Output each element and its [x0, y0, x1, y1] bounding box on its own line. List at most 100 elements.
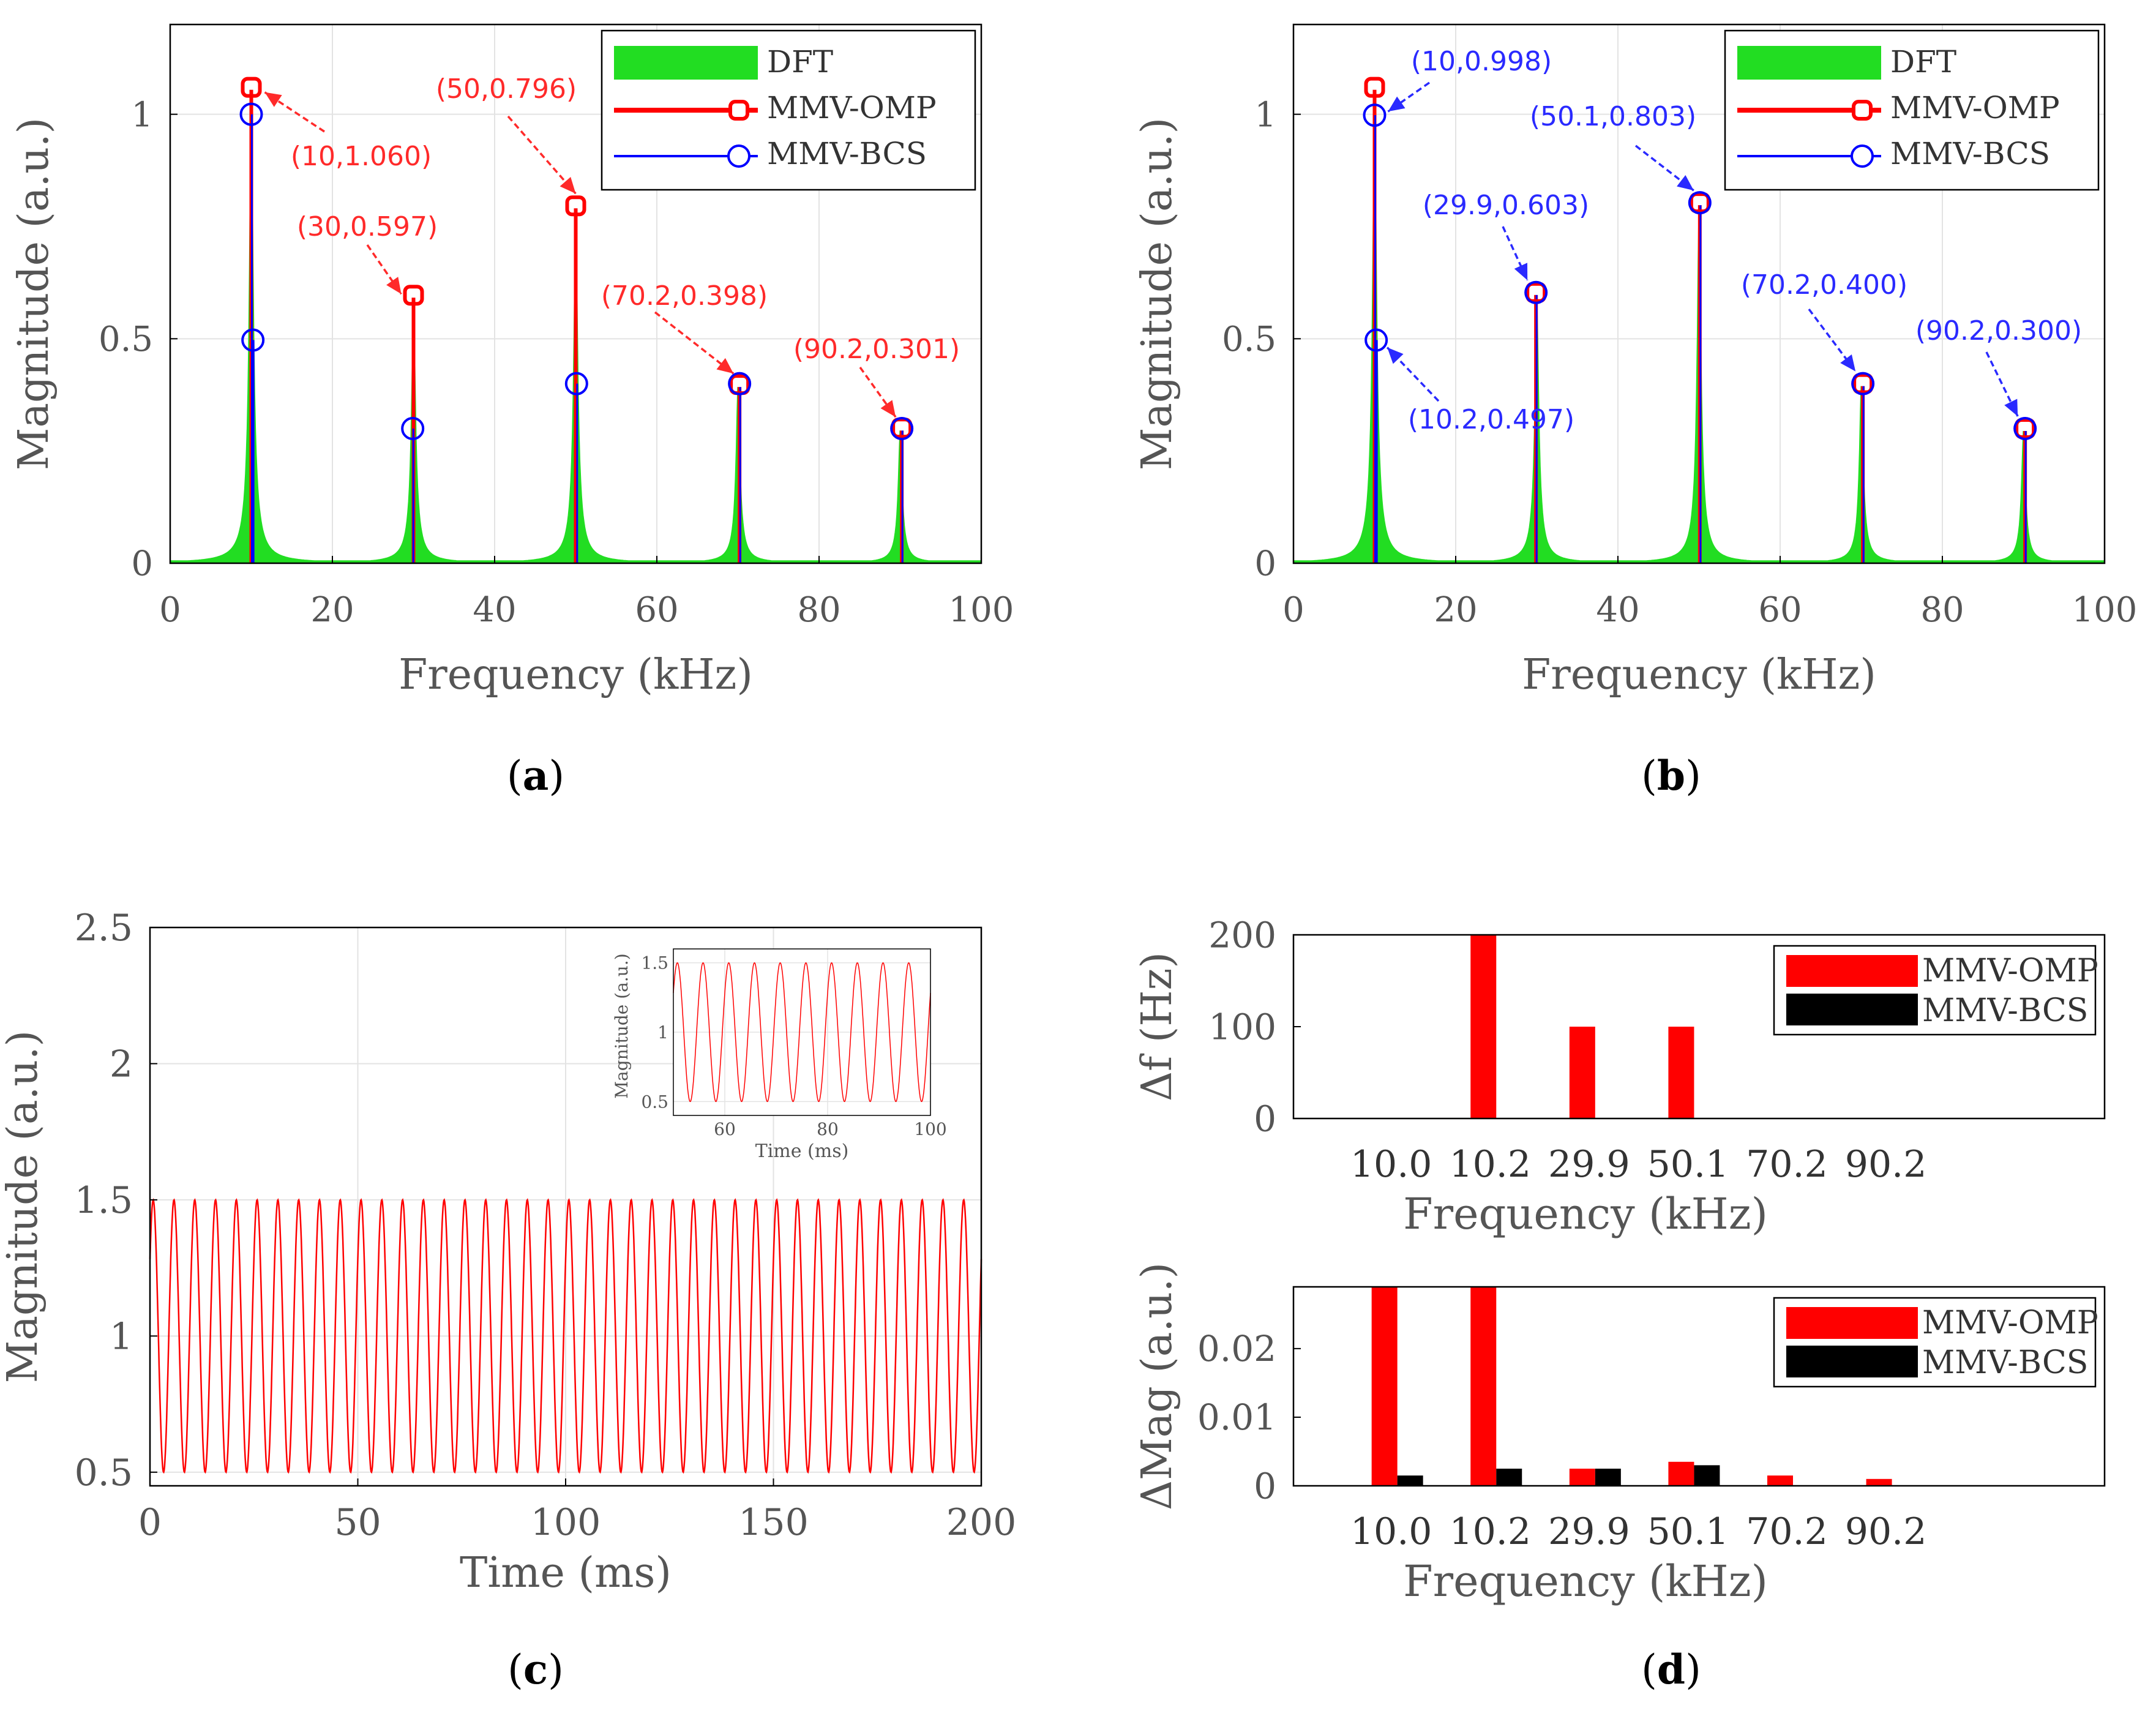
- y-axis-label: Δf (Hz): [1133, 952, 1181, 1101]
- x-tick-label: 90.2: [1845, 1510, 1927, 1553]
- x-tick-label: 40: [1596, 590, 1639, 630]
- annotation-label: (70.2,0.400): [1741, 269, 1907, 301]
- legend-dft-swatch: [1737, 46, 1881, 80]
- legend: DFT MMV-OMP MMV-BCS: [601, 29, 976, 191]
- omp-marker: [2015, 418, 2036, 439]
- legend-bcs-swatch: [1786, 994, 1918, 1025]
- annotation-label: (29.9,0.603): [1423, 190, 1589, 221]
- x-tick-label: 100: [949, 590, 1014, 630]
- x-tick-label: 70.2: [1746, 1510, 1828, 1553]
- bcs-marker: [1524, 280, 1548, 304]
- omp-marker: [241, 77, 262, 98]
- annotation-arrow-head: [264, 92, 282, 107]
- panel-caption-letter: a: [523, 752, 549, 800]
- omp-marker: [403, 285, 424, 306]
- plot-frame: [1292, 1286, 2106, 1487]
- bcs-marker: [728, 372, 752, 395]
- annotation-arrow-head: [560, 176, 576, 194]
- x-tick-label: 70.2: [1746, 1143, 1828, 1186]
- y-tick-label: 100: [1208, 1006, 1276, 1047]
- x-tick-label: 10.0: [1350, 1510, 1432, 1553]
- inset-y-axis-label: Magnitude (a.u.): [612, 953, 632, 1098]
- legend-omp-marker: [1852, 100, 1873, 121]
- annotation-label: (10,0.998): [1411, 46, 1552, 77]
- annotation-arrow-head: [1388, 96, 1406, 112]
- y-axis-label: Magnitude (a.u.): [10, 118, 58, 470]
- x-tick-label: 80: [797, 590, 840, 630]
- y-tick-label: 0.01: [1197, 1396, 1276, 1438]
- legend-dft-swatch: [614, 46, 758, 80]
- omp-bar: [1569, 1468, 1595, 1486]
- time-signal-line: [149, 1198, 983, 1474]
- annotation-arrow-head: [1514, 263, 1528, 280]
- legend-omp-swatch: [1786, 955, 1918, 987]
- legend-label: MMV-OMP: [1890, 90, 2060, 126]
- omp-bar: [1866, 1478, 1892, 1486]
- legend-label: MMV-OMP: [1922, 953, 2098, 989]
- legend-label: DFT: [767, 44, 833, 80]
- inset-x-tick-label: 80: [817, 1119, 839, 1139]
- x-tick-label: 100: [531, 1501, 601, 1544]
- bcs-marker: [890, 417, 914, 440]
- x-tick-label: 200: [946, 1501, 1017, 1544]
- inset-x-tick-label: 60: [714, 1119, 736, 1139]
- bcs-marker: [1688, 191, 1712, 215]
- inset-x-axis-label: Time (ms): [755, 1141, 849, 1162]
- x-tick-label: 29.9: [1548, 1510, 1630, 1553]
- x-axis-label: Time (ms): [460, 1549, 672, 1597]
- x-tick-label: 50.1: [1647, 1510, 1729, 1553]
- annotation-label: (30,0.597): [297, 211, 438, 242]
- bcs-marker: [564, 372, 588, 395]
- y-tick-label: 1: [131, 95, 153, 135]
- x-tick-label: 60: [1758, 590, 1802, 630]
- y-tick-label: 200: [1208, 914, 1276, 956]
- bcs-marker: [2013, 417, 2037, 440]
- legend-label: MMV-OMP: [767, 90, 937, 126]
- annotations-a: (10,1.060) (50,0.796) (30,0.597) (70.2,0.39…: [264, 73, 960, 418]
- legend-omp-marker: [728, 100, 749, 121]
- annotation-label: (90.2,0.300): [1915, 315, 2082, 347]
- panel-caption-letter: b: [1657, 752, 1685, 800]
- x-tick-label: 50.1: [1647, 1143, 1729, 1186]
- x-tick-label: 100: [2072, 590, 2138, 630]
- legend-label: DFT: [1890, 44, 1956, 80]
- legend-bcs-marker: [727, 144, 750, 168]
- x-axis-label: Frequency (kHz): [1403, 1189, 1768, 1239]
- panel-a: 0 20 40 60 80 100 0 0.5 1 Frequency (kHz) Magnitud…: [10, 23, 1014, 800]
- panel-caption: (c): [507, 1646, 564, 1693]
- omp-marker-center: [1533, 290, 1539, 295]
- legend-label: MMV-OMP: [1922, 1305, 2098, 1341]
- bcs-bar: [1595, 1468, 1621, 1486]
- panel-caption: (b): [1641, 752, 1701, 800]
- y-tick-label: 1: [1254, 95, 1276, 135]
- annotation-arrow-head: [386, 277, 402, 294]
- omp-marker-center: [899, 425, 905, 431]
- x-tick-label: 150: [738, 1501, 809, 1544]
- x-tick-label: 60: [635, 590, 678, 630]
- omp-bar: [1371, 1287, 1398, 1486]
- annotation-arrow-shaft: [654, 311, 735, 375]
- panel-caption-letter: d: [1657, 1646, 1685, 1693]
- y-axis-label: Magnitude (a.u.): [0, 1030, 47, 1383]
- inset-signal-line: [673, 962, 931, 1103]
- omp-marker: [1689, 192, 1710, 214]
- omp-marker-center: [1860, 381, 1866, 386]
- omp-marker-center: [737, 382, 743, 388]
- omp-bar: [1668, 1461, 1694, 1486]
- annotation-arrow-head: [880, 400, 896, 418]
- legend-bcs-swatch: [1786, 1346, 1918, 1377]
- x-tick-label: 0: [138, 1501, 162, 1544]
- x-tick-label: 0: [159, 590, 181, 630]
- bcs-marker: [1363, 103, 1387, 127]
- annotation-arrow-head: [1677, 174, 1694, 191]
- omp-bar: [1470, 1287, 1497, 1486]
- x-tick-label: 10.2: [1449, 1510, 1531, 1553]
- panel-caption: (d): [1641, 1646, 1701, 1693]
- x-tick-label: 20: [1434, 590, 1477, 630]
- x-tick-label: 10.2: [1449, 1143, 1531, 1186]
- x-tick-label: 20: [310, 590, 354, 630]
- x-tick-label: 10.0: [1350, 1143, 1432, 1186]
- x-tick-label: 0: [1282, 590, 1304, 630]
